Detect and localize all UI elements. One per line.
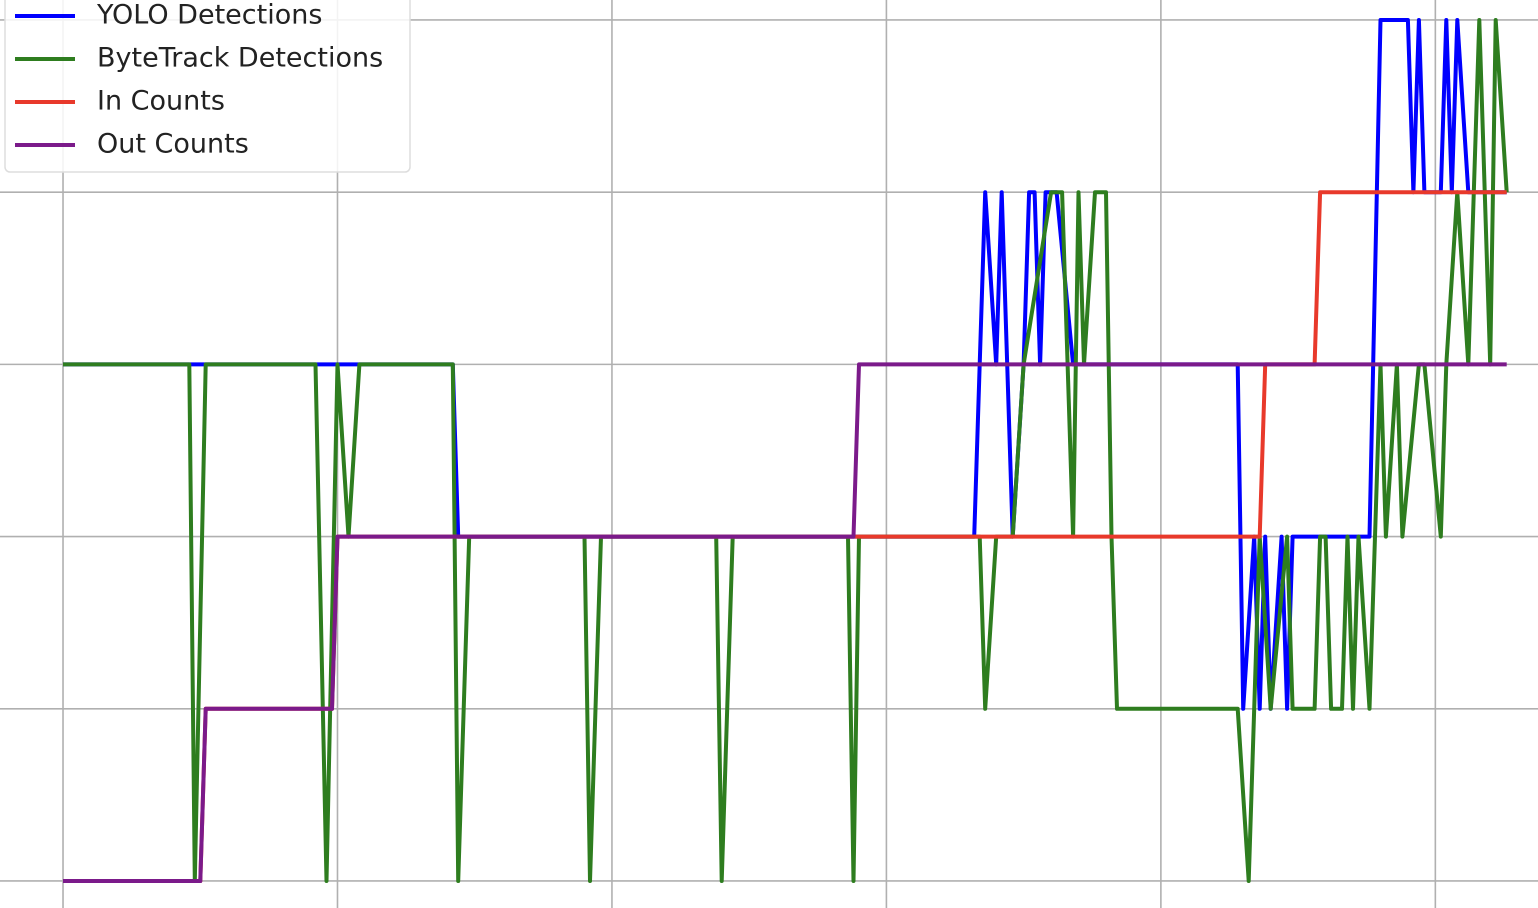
legend-label: YOLO Detections [96, 0, 322, 31]
series-line [63, 18, 1509, 883]
legend: YOLO Detections ByteTrack Detections In Co… [4, 0, 411, 173]
legend-label: Out Counts [97, 129, 249, 160]
legend-label: In Counts [97, 86, 225, 117]
series-line [63, 362, 1507, 883]
legend-label: ByteTrack Detections [97, 43, 383, 74]
legend-box [4, 0, 411, 173]
